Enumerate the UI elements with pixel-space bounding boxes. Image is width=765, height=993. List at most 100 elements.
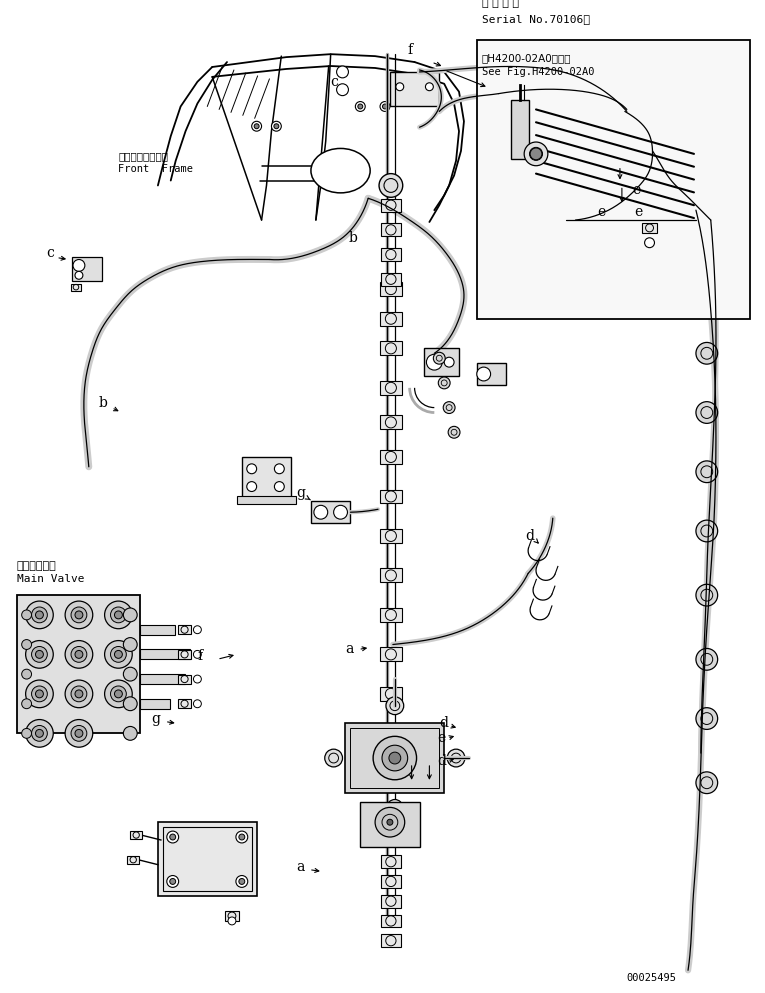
Text: f: f: [197, 649, 203, 663]
Text: g: g: [296, 487, 305, 500]
Circle shape: [65, 680, 93, 708]
Circle shape: [696, 343, 718, 364]
Bar: [380, 815, 402, 829]
Circle shape: [21, 699, 31, 709]
Circle shape: [31, 646, 47, 662]
Bar: [127, 856, 139, 864]
Circle shape: [110, 607, 126, 623]
Circle shape: [110, 686, 126, 702]
Circle shape: [696, 283, 718, 305]
Text: e: e: [597, 206, 605, 219]
Circle shape: [194, 650, 201, 658]
Text: 第H4200-02A0図参照: 第H4200-02A0図参照: [482, 53, 571, 64]
Text: b: b: [348, 230, 357, 245]
Bar: [380, 381, 402, 395]
Bar: [381, 248, 401, 261]
Bar: [381, 915, 401, 927]
Bar: [380, 687, 402, 701]
Circle shape: [314, 505, 327, 519]
Circle shape: [275, 482, 285, 492]
Bar: [158, 822, 256, 897]
Circle shape: [35, 611, 44, 619]
Circle shape: [167, 876, 179, 888]
Bar: [381, 273, 401, 286]
Circle shape: [396, 82, 404, 90]
Bar: [615, 141, 629, 147]
Circle shape: [254, 124, 259, 129]
Bar: [613, 127, 631, 136]
Bar: [380, 490, 402, 503]
Circle shape: [75, 611, 83, 619]
Text: c: c: [330, 74, 339, 88]
Circle shape: [25, 680, 54, 708]
Circle shape: [477, 367, 490, 381]
Circle shape: [356, 101, 365, 111]
Circle shape: [105, 680, 132, 708]
Circle shape: [71, 607, 87, 623]
Text: f: f: [408, 44, 413, 58]
Circle shape: [696, 520, 718, 542]
Bar: [130, 831, 142, 839]
Circle shape: [170, 879, 176, 885]
Bar: [140, 625, 174, 635]
Circle shape: [123, 608, 137, 622]
Bar: [17, 595, 140, 734]
Bar: [380, 312, 402, 326]
Bar: [360, 802, 419, 847]
Text: e: e: [635, 206, 643, 219]
Text: c: c: [47, 245, 54, 259]
Circle shape: [382, 104, 387, 109]
Circle shape: [25, 640, 54, 668]
Circle shape: [170, 834, 176, 840]
Bar: [346, 724, 444, 792]
Bar: [477, 41, 750, 319]
Bar: [616, 163, 628, 169]
Circle shape: [387, 819, 393, 825]
Circle shape: [615, 99, 635, 119]
Text: b: b: [99, 395, 108, 410]
Text: Serial No.70106～: Serial No.70106～: [482, 14, 590, 24]
Circle shape: [35, 690, 44, 698]
Text: フロントフレーム: フロントフレーム: [119, 151, 168, 161]
Circle shape: [35, 650, 44, 658]
Circle shape: [115, 690, 122, 698]
Bar: [177, 650, 191, 658]
Circle shape: [275, 464, 285, 474]
Circle shape: [337, 83, 348, 95]
Circle shape: [696, 772, 718, 793]
Circle shape: [438, 377, 450, 389]
Bar: [71, 284, 81, 291]
Bar: [425, 349, 459, 376]
Bar: [140, 674, 184, 684]
Circle shape: [247, 464, 256, 474]
Bar: [642, 223, 657, 232]
Circle shape: [389, 752, 401, 764]
Text: g: g: [151, 712, 160, 726]
Circle shape: [110, 646, 126, 662]
Circle shape: [334, 505, 347, 519]
Bar: [72, 256, 102, 281]
Circle shape: [252, 121, 262, 131]
Circle shape: [75, 730, 83, 738]
Circle shape: [123, 638, 137, 651]
Circle shape: [444, 357, 454, 367]
Circle shape: [31, 686, 47, 702]
Bar: [390, 71, 439, 106]
Circle shape: [115, 650, 122, 658]
Circle shape: [696, 584, 718, 606]
Circle shape: [530, 148, 542, 160]
Circle shape: [65, 720, 93, 747]
Bar: [477, 363, 506, 385]
Circle shape: [31, 607, 47, 623]
Circle shape: [524, 142, 548, 166]
Bar: [380, 282, 402, 296]
Bar: [381, 875, 401, 888]
Bar: [350, 729, 439, 787]
Bar: [242, 457, 291, 501]
Bar: [381, 934, 401, 947]
Text: メインバルブ: メインバルブ: [17, 560, 57, 571]
Bar: [511, 99, 529, 159]
Text: d: d: [438, 754, 446, 768]
Bar: [380, 342, 402, 355]
Circle shape: [247, 482, 256, 492]
